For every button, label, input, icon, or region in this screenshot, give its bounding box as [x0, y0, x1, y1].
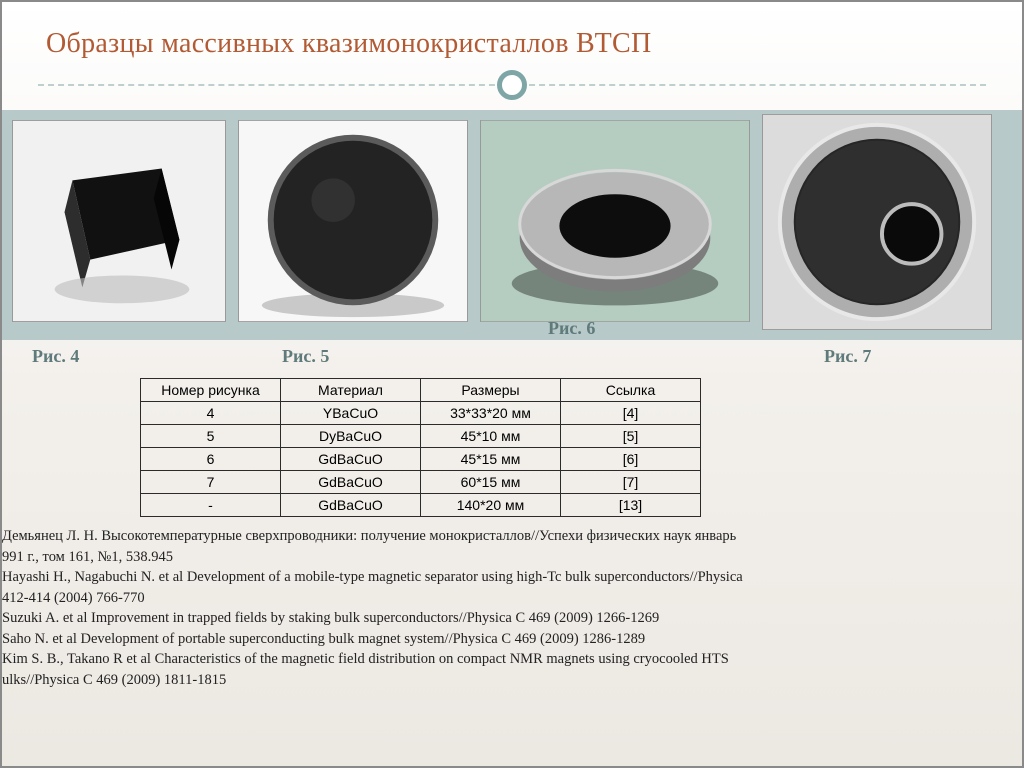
col-header: Материал [281, 379, 421, 402]
cell: 4 [141, 402, 281, 425]
table-row: 7 GdBaCuO 60*15 мм [7] [141, 471, 701, 494]
col-header: Размеры [421, 379, 561, 402]
slide: Образцы массивных квазимонокристаллов ВТ… [0, 0, 1024, 768]
cell: GdBaCuO [281, 494, 421, 517]
cell: 6 [141, 448, 281, 471]
cell: 60*15 мм [421, 471, 561, 494]
references-block: Демьянец Л. Н. Высокотемпературные сверх… [2, 517, 1022, 689]
cell: DyBaCuO [281, 425, 421, 448]
cell: [5] [561, 425, 701, 448]
cell: GdBaCuO [281, 448, 421, 471]
cell: GdBaCuO [281, 471, 421, 494]
reference-line: 412-414 (2004) 766-770 [2, 589, 1014, 608]
reference-line: 991 г., том 161, №1, 538.945 [2, 548, 1014, 567]
table-row: - GdBaCuO 140*20 мм [13] [141, 494, 701, 517]
table-body: 4 YBaCuO 33*33*20 мм [4] 5 DyBaCuO 45*10… [141, 402, 701, 517]
figure-band [2, 110, 1022, 340]
table-row: 4 YBaCuO 33*33*20 мм [4] [141, 402, 701, 425]
cell: 5 [141, 425, 281, 448]
cell: [4] [561, 402, 701, 425]
reference-line: Hayashi H., Nagabuchi N. et al Developme… [2, 568, 1014, 587]
caption-fig7: Рис. 7 [824, 346, 871, 367]
cell: [7] [561, 471, 701, 494]
title-area: Образцы массивных квазимонокристаллов ВТ… [2, 2, 1022, 64]
reference-line: Suzuki A. et al Improvement in trapped f… [2, 609, 1014, 628]
page-title: Образцы массивных квазимонокристаллов ВТ… [46, 28, 978, 60]
cell: - [141, 494, 281, 517]
caption-fig4: Рис. 4 [32, 346, 79, 367]
reference-line: Kim S. B., Takano R et al Characteristic… [2, 650, 1014, 669]
figure-captions-row: Рис. 6 Рис. 4 Рис. 5 Рис. 7 [2, 346, 1022, 376]
cell: 7 [141, 471, 281, 494]
figure-7-photo [762, 114, 992, 330]
caption-fig5: Рис. 5 [282, 346, 329, 367]
figure-5-photo [238, 120, 468, 322]
figure-6-photo [480, 120, 750, 322]
table-row: 6 GdBaCuO 45*15 мм [6] [141, 448, 701, 471]
cell: YBaCuO [281, 402, 421, 425]
cell: [13] [561, 494, 701, 517]
caption-fig6: Рис. 6 [548, 318, 595, 339]
title-divider [38, 70, 986, 100]
table-header-row: Номер рисунка Материал Размеры Ссылка [141, 379, 701, 402]
cell: 140*20 мм [421, 494, 561, 517]
cell: [6] [561, 448, 701, 471]
cell: 45*10 мм [421, 425, 561, 448]
cell: 45*15 мм [421, 448, 561, 471]
col-header: Номер рисунка [141, 379, 281, 402]
cell: 33*33*20 мм [421, 402, 561, 425]
reference-line: Демьянец Л. Н. Высокотемпературные сверх… [2, 527, 1014, 546]
col-header: Ссылка [561, 379, 701, 402]
specimen-table: Номер рисунка Материал Размеры Ссылка 4 … [140, 378, 701, 517]
ring-ornament-icon [497, 70, 527, 100]
reference-line: Saho N. et al Development of portable su… [2, 630, 1014, 649]
reference-line: ulks//Physica C 469 (2009) 1811-1815 [2, 671, 1014, 690]
figure-4-photo [12, 120, 226, 322]
table-row: 5 DyBaCuO 45*10 мм [5] [141, 425, 701, 448]
